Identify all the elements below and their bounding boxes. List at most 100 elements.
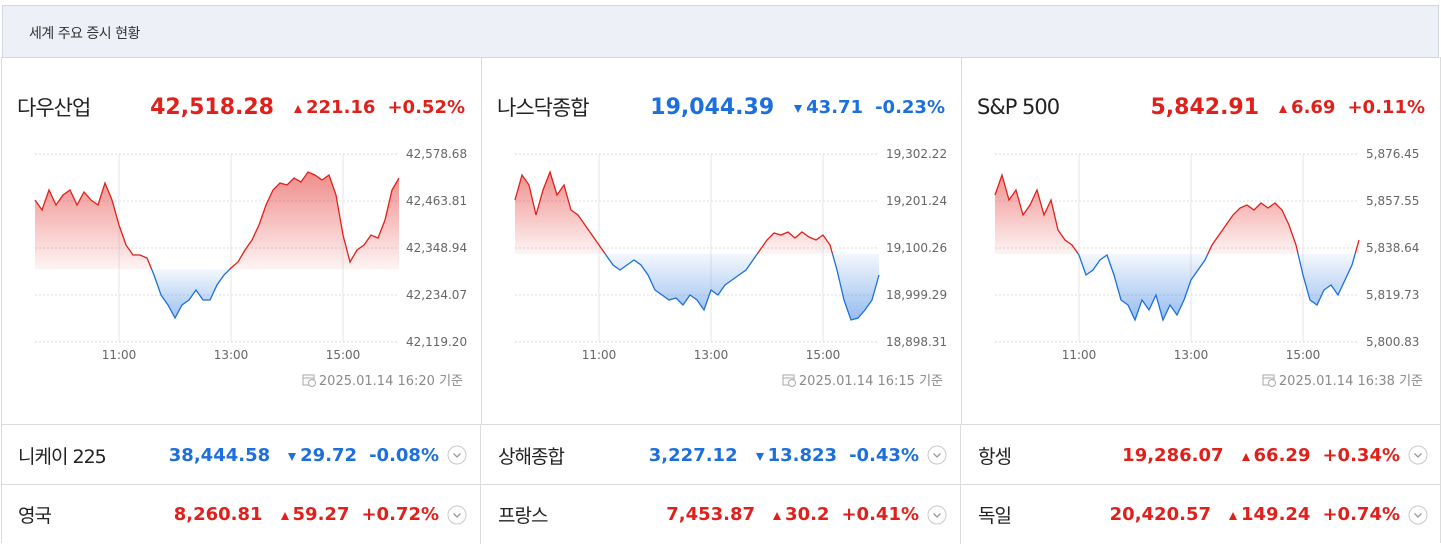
y-tick-label: 42,119.20 [406, 335, 467, 349]
quote-name: 상해종합 [498, 445, 565, 468]
clock-icon [782, 374, 796, 387]
y-tick-label: 42,463.81 [406, 194, 467, 208]
arrow-down [755, 452, 764, 461]
quote-price: 20,420.57 [1109, 504, 1211, 525]
change: 29.72 -0.08% [288, 445, 439, 466]
change-value: 66.29 [1253, 444, 1311, 466]
index-panel: 나스닥종합 19,044.39 43.71 -0.23% 19,302.22 19,201… [482, 57, 962, 424]
area [35, 172, 399, 318]
x-tick-label: 13:00 [1174, 348, 1209, 362]
y-tick-label: 5,857.55 [1366, 194, 1419, 208]
dropdown-button[interactable] [927, 445, 947, 465]
quote-cell: 니케이 225 38,444.58 29.72 -0.08% [2, 425, 481, 485]
change-percent: +0.34% [1322, 444, 1400, 466]
timestamp: 2025.01.14 16:15 기준 [782, 370, 943, 389]
y-tick-label: 5,800.83 [1366, 335, 1419, 349]
dropdown-button[interactable] [927, 505, 947, 525]
clock-icon [1262, 374, 1276, 387]
y-tick-label: 5,876.45 [1366, 147, 1419, 161]
dropdown-chevron [933, 512, 941, 518]
index-price: 42,518.28 [150, 94, 274, 120]
change-value: 13.823 [767, 444, 838, 466]
x-tick-label: 13:00 [694, 348, 729, 362]
dropdown-button[interactable] [447, 445, 467, 465]
quote-price: 7,453.87 [666, 504, 756, 525]
dropdown-circle [927, 505, 947, 524]
y-tick-label: 18,999.29 [886, 288, 947, 302]
index-panel: S&P 500 5,842.91 6.69 +0.11% 5,876.45 5,857.5… [962, 57, 1441, 424]
quote-cell: 독일 20,420.57 149.24 +0.74% [962, 485, 1441, 544]
arrow-up [1279, 104, 1288, 113]
y-tick-label: 19,100.26 [886, 241, 947, 255]
dropdown-chevron [453, 453, 461, 458]
quote-price: 8,260.81 [173, 504, 263, 525]
quote-price: 38,444.58 [168, 444, 271, 466]
quote-row: 영국 8,260.81 59.27 +0.72% 프랑스 7,453.87 30.2 +0.4… [2, 484, 1440, 544]
timestamp-text: 2025.01.14 16:15 기준 [798, 374, 943, 389]
quote-name: 니케이 225 [18, 445, 107, 468]
dropdown-chevron [1414, 512, 1422, 518]
x-tick-label: 15:00 [326, 348, 361, 362]
dropdown-button[interactable] [1408, 505, 1428, 525]
y-tick-label: 5,838.64 [1366, 241, 1419, 255]
y-tick-label: 5,819.73 [1366, 288, 1419, 302]
dropdown-button[interactable] [447, 505, 467, 525]
arrow-up [773, 512, 782, 520]
quote-price: 19,286.07 [1122, 444, 1224, 466]
dropdown-chevron [933, 453, 941, 458]
change-percent: +0.11% [1347, 96, 1425, 118]
x-tick-label: 11:00 [102, 348, 137, 362]
dropdown-chevron [453, 512, 461, 518]
area [995, 175, 1359, 320]
dropdown-chevron [1414, 453, 1422, 458]
index-panel: 다우산업 42,518.28 221.16 +0.52% 42,578.68 42,463… [2, 57, 482, 424]
timestamp: 2025.01.14 16:20 기준 [302, 370, 463, 389]
change: 221.16 +0.52% [294, 97, 465, 118]
area [515, 172, 879, 320]
arrow-up [1229, 512, 1237, 520]
quote-name: 독일 [978, 505, 1012, 527]
change: 149.24 +0.74% [1229, 504, 1400, 525]
panel-header: 나스닥종합 19,044.39 43.71 -0.23% [497, 90, 945, 124]
change-percent: -0.23% [875, 96, 945, 118]
quote-name: 프랑스 [498, 505, 548, 527]
clock-icon [302, 374, 316, 387]
change-percent: +0.72% [361, 504, 439, 525]
y-tick-label: 18,898.31 [886, 335, 947, 349]
quote-name: 영국 [18, 505, 52, 527]
quote-cell: 프랑스 7,453.87 30.2 +0.41% [482, 485, 961, 544]
x-tick-label: 15:00 [1286, 348, 1321, 362]
change-percent: -0.43% [849, 444, 919, 466]
arrow-up [1241, 452, 1250, 461]
chart: 19,302.22 19,201.24 19,100.26 18,999.29 18,8… [514, 147, 947, 362]
change-percent: +0.52% [387, 96, 465, 118]
board: 다우산업 42,518.28 221.16 +0.52% 42,578.68 42,463… [1, 57, 1441, 544]
change: 66.29 +0.34% [1241, 444, 1400, 466]
change-value: 30.2 [785, 504, 830, 525]
x-tick-label: 11:00 [1062, 348, 1097, 362]
quote-cell: 상해종합 3,227.12 13.823 -0.43% [482, 425, 961, 485]
dropdown-circle [927, 445, 947, 465]
change-value: 29.72 [300, 444, 358, 466]
dropdown-button[interactable] [1408, 445, 1428, 465]
arrow-up [280, 512, 289, 520]
timestamp-text: 2025.01.14 16:38 기준 [1278, 374, 1423, 389]
header: 세계 주요 증시 현황 [2, 5, 1439, 58]
index-name: 다우산업 [17, 96, 91, 120]
y-tick-label: 19,302.22 [886, 147, 947, 161]
quote-cell: 영국 8,260.81 59.27 +0.72% [2, 485, 481, 544]
quote-name: 항셍 [978, 445, 1012, 468]
arrow-up [294, 104, 302, 113]
panel-header: 다우산업 42,518.28 221.16 +0.52% [17, 90, 465, 124]
change-percent: +0.41% [841, 504, 919, 525]
quote-cell: 항셍 19,286.07 66.29 +0.34% [962, 425, 1441, 485]
header-title: 세계 주요 증시 현황 [29, 26, 140, 42]
y-tick-label: 42,234.07 [406, 288, 467, 302]
y-tick-label: 19,201.24 [886, 194, 947, 208]
change-value: 43.71 [806, 96, 864, 118]
dropdown-circle [1408, 445, 1428, 465]
timestamp-text: 2025.01.14 16:20 기준 [318, 374, 463, 389]
x-tick-label: 11:00 [582, 348, 617, 362]
quote-price: 3,227.12 [648, 444, 738, 466]
